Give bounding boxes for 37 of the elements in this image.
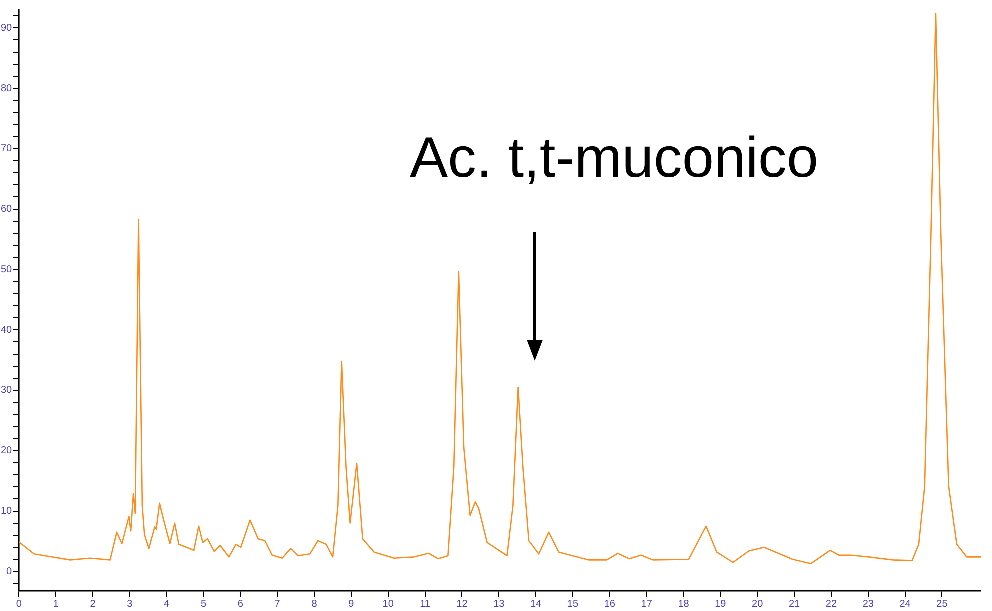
annotation: Ac. t,t-muconico [410,126,819,190]
y-tick-label: 50 [1,264,13,276]
x-tick-label: 1 [53,598,60,610]
y-tick-label: 40 [1,324,13,336]
x-tick-label: 21 [788,598,801,610]
x-tick-label: 17 [641,598,653,610]
x-tick-label: 8 [312,598,318,610]
x-tick-label: 2 [90,598,96,610]
y-tick-label: 30 [1,385,13,396]
x-tick-label: 0 [16,598,22,610]
x-tick-label: 20 [752,598,764,610]
x-tick-label: 16 [604,598,616,610]
x-tick-label: 4 [164,598,170,610]
x-tick-label: 14 [530,598,542,610]
x-tick-label: 18 [678,598,690,610]
x-tick-label: 10 [382,598,394,610]
y-tick-label: 10 [1,506,13,518]
x-tick-label: 23 [862,598,874,610]
y-tick-label: 20 [1,446,13,457]
x-tick-label: 3 [127,598,134,610]
x-tick-label: 24 [900,598,912,610]
x-tick-label: 22 [826,598,838,610]
y-tick-label: 0 [6,566,13,578]
x-tick-label: 7 [274,598,281,610]
x-tick-label: 5 [200,598,207,610]
x-tick-label: 12 [456,598,468,610]
x-tick-label: 13 [494,598,506,610]
y-tick-label: 70 [1,144,13,155]
y-tick-label: 80 [1,83,13,94]
x-tick-label: 9 [348,598,355,610]
x-tick-label: 15 [567,598,579,610]
y-tick-label: 60 [1,204,13,216]
x-tick-label: 6 [238,598,244,610]
x-tick-label: 19 [715,598,727,610]
x-tick-label: 11 [420,598,431,610]
y-tick-label: 90 [1,22,13,34]
x-tick-label: 25 [936,598,948,610]
